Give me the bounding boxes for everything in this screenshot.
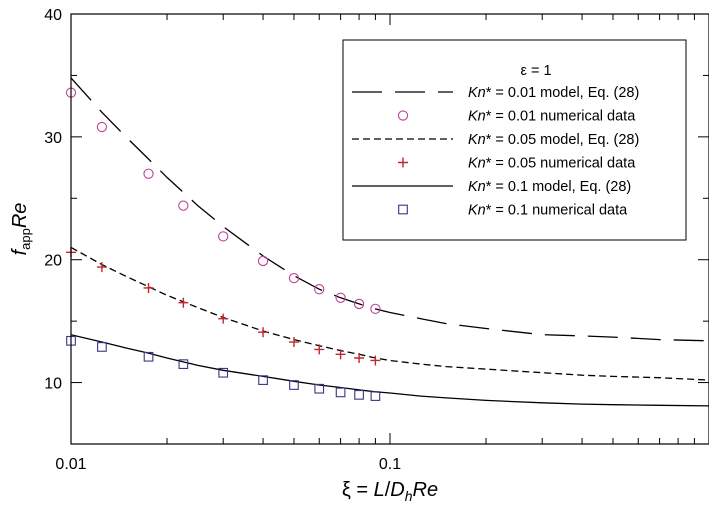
data-point-s1-1	[96, 121, 108, 133]
data-point-s5-9	[354, 390, 364, 400]
legend-entry-label-2: Kn* = 0.05 model, Eq. (28)	[468, 132, 639, 148]
legend-entries: Kn* = 0.01 model, Eq. (28)Kn* = 0.01 num…	[352, 85, 639, 219]
data-point-s3-8	[335, 349, 346, 360]
data-point-s3-3	[178, 297, 189, 308]
legend-entry-label-3: Kn* = 0.05 numerical data	[468, 156, 636, 172]
data-point-s1-4	[218, 231, 229, 242]
data-point-s3-4	[218, 313, 229, 324]
legend-entry-text-0: * = 0.01 model, Eq. (28)	[486, 85, 640, 101]
legend: ε = 1 Kn* = 0.01 model, Eq. (28)Kn* = 0.…	[342, 39, 687, 241]
legend-entry-italic-2: Kn	[468, 132, 486, 148]
data-point-s3-6	[288, 337, 299, 348]
data-point-s3-10	[370, 355, 381, 366]
data-point-s5-3	[178, 359, 189, 369]
legend-entry-italic-3: Kn	[468, 156, 486, 172]
y-tick-label-40: 40	[44, 7, 62, 24]
y-tick-label-10: 10	[44, 376, 62, 393]
data-point-s1-7	[314, 284, 325, 295]
legend-entry-italic-0: Kn	[468, 85, 486, 101]
legend-entry-label-0: Kn* = 0.01 model, Eq. (28)	[468, 85, 639, 101]
plot-marks	[65, 77, 709, 407]
x-tick-label-0: 0.01	[55, 456, 86, 473]
data-point-s5-2	[143, 351, 154, 362]
legend-swatch-5	[398, 204, 408, 215]
data-point-s5-10	[370, 391, 381, 401]
y-label-f: f	[9, 247, 31, 255]
data-point-s5-6	[289, 380, 299, 390]
legend-entry-text-2: * = 0.05 model, Eq. (28)	[486, 132, 640, 148]
legend-swatch-1	[397, 110, 409, 121]
legend-entry-label-5: Kn* = 0.1 numerical data	[468, 203, 628, 219]
data-point-s5-4	[218, 367, 229, 378]
x-axis-label: ξ = L/DhRe	[342, 479, 438, 504]
data-point-s1-8	[335, 292, 346, 303]
legend-entry-italic-4: Kn	[468, 179, 486, 195]
legend-title: ε = 1	[520, 63, 551, 79]
y-label-sub: app	[18, 228, 33, 250]
data-point-s1-9	[353, 298, 365, 310]
data-point-s1-6	[288, 272, 300, 284]
series-line-2	[70, 246, 709, 381]
data-point-s3-9	[354, 353, 365, 363]
series-line-4	[70, 334, 709, 407]
legend-entry-text-1: * = 0.01 numerical data	[486, 109, 636, 125]
data-point-s3-7	[314, 344, 325, 355]
series-line-0	[70, 77, 709, 342]
legend-box	[342, 39, 687, 241]
x-label-prefix: ξ =	[342, 479, 374, 501]
y-tick-label-30: 30	[44, 130, 62, 147]
legend-entry-italic-1: Kn	[468, 109, 486, 125]
legend-entry-label-4: Kn* = 0.1 model, Eq. (28)	[468, 179, 631, 195]
data-point-s5-8	[335, 387, 346, 398]
y-axis-label: fappRe	[9, 203, 33, 256]
data-point-s5-7	[314, 383, 325, 394]
data-point-s3-2	[143, 282, 154, 293]
legend-entry-label-1: Kn* = 0.01 numerical data	[468, 109, 636, 125]
x-label-d: D	[390, 479, 404, 501]
legend-entry-text-4: * = 0.1 model, Eq. (28)	[486, 179, 631, 195]
x-label-l: L	[374, 479, 385, 501]
y-tick-label-20: 20	[44, 253, 62, 270]
x-label-re: Re	[413, 479, 439, 501]
legend-entry-text-3: * = 0.05 numerical data	[486, 156, 636, 172]
axis-ticks: 10 20 30 40 0.01 0.1	[44, 7, 709, 473]
data-point-s5-1	[97, 342, 107, 352]
data-point-s1-2	[143, 168, 154, 179]
x-label-h: h	[405, 488, 413, 504]
legend-entry-italic-5: Kn	[468, 203, 486, 219]
data-point-s1-5	[257, 255, 269, 267]
data-point-s5-5	[258, 375, 268, 385]
legend-swatch-3	[398, 157, 408, 168]
data-point-s3-1	[96, 262, 107, 273]
data-point-s1-10	[370, 303, 381, 315]
plot-frame	[70, 13, 709, 445]
data-point-s1-3	[178, 200, 189, 211]
data-point-s3-5	[258, 327, 269, 338]
legend-entry-text-5: * = 0.1 numerical data	[486, 203, 628, 219]
x-label-slash: /	[385, 479, 391, 501]
y-label-re: Re	[9, 203, 31, 229]
x-tick-label-1: 0.1	[379, 456, 401, 473]
